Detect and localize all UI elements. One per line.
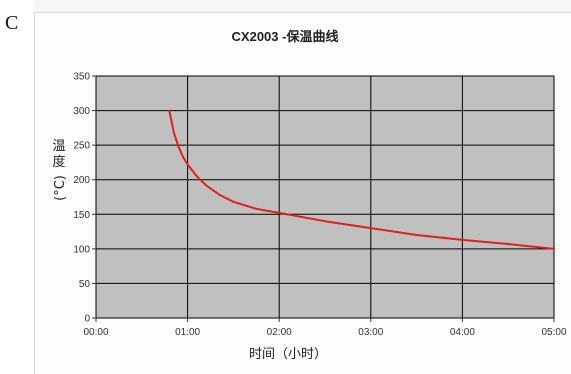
y-tick-label: 300 — [73, 106, 90, 117]
y-tick-label: 0 — [84, 314, 90, 325]
plot-background — [95, 75, 555, 319]
temperature-curve — [168, 109, 555, 250]
x-tick-label: 00:00 — [83, 327, 108, 338]
x-axis-label: 时间（小时） — [249, 347, 327, 362]
x-tick-label: 04:00 — [450, 327, 475, 338]
top-strip — [34, 0, 571, 12]
plot-area — [95, 75, 555, 319]
y-tick-label: 350 — [73, 72, 90, 83]
y-tick-label: 100 — [73, 244, 90, 255]
chart-title: CX2003 -保温曲线 — [232, 29, 339, 44]
y-axis-label: 温度 (°C) — [52, 139, 68, 201]
y-axis-label-unit: (°C) — [53, 175, 68, 201]
y-axis-ticks: 0 50 100 150 200 250 300 350 — [73, 72, 96, 325]
x-tick-label: 02:00 — [267, 327, 292, 338]
series-layer — [168, 109, 555, 250]
y-tick-label: 200 — [73, 175, 90, 186]
y-axis-label-char: 度 — [52, 154, 65, 170]
x-axis-ticks: 00:00 01:00 02:00 03:00 04:00 05:00 — [83, 318, 567, 338]
y-tick-label: 150 — [73, 210, 90, 221]
x-tick-label: 01:00 — [175, 327, 200, 338]
y-tick-label: 250 — [73, 141, 90, 152]
x-tick-label: 03:00 — [358, 327, 383, 338]
y-axis-label-char: 温 — [52, 139, 65, 154]
page-marker: C — [5, 12, 19, 34]
y-tick-label: 50 — [79, 279, 91, 290]
x-tick-label: 05:00 — [541, 327, 566, 338]
